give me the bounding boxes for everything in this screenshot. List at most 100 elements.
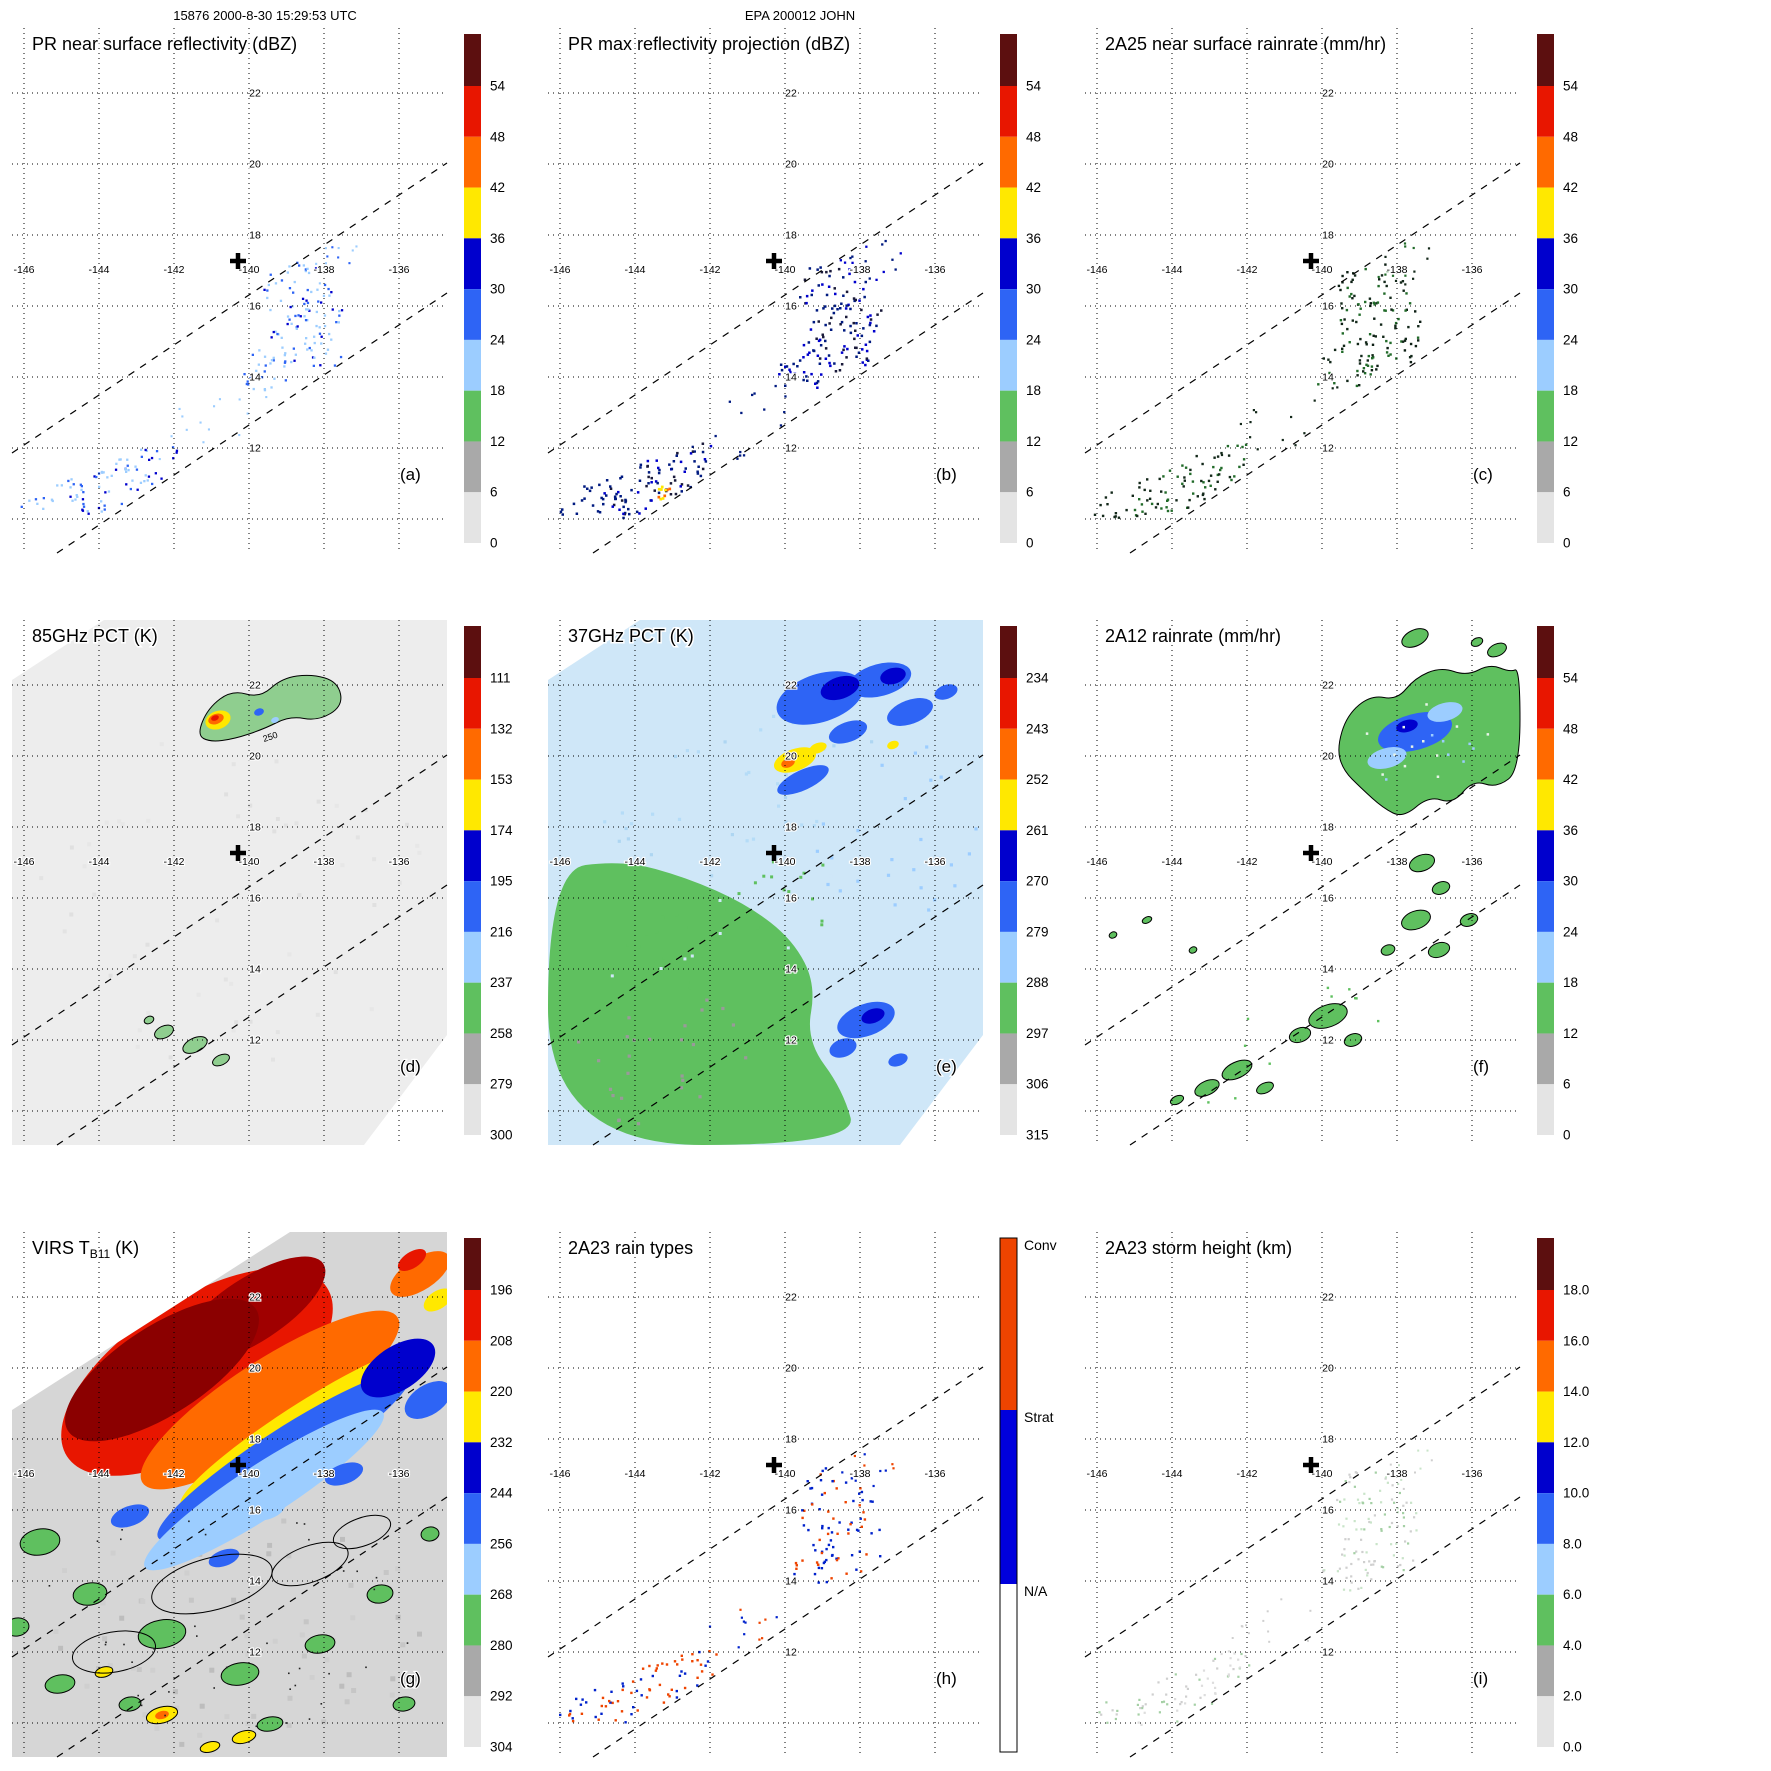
lon-label: -144 [624,856,645,868]
colorbar-segment [1537,339,1554,391]
lat-label: 18 [1322,822,1334,834]
colorbar: 111 132 153 174 195 216 237 258 279 300 [464,626,513,1143]
colorbar-segment [1000,390,1017,442]
colorbar-tick: 24 [1563,332,1579,347]
colorbar-segment [1000,779,1017,831]
data-speckle-cluster [657,485,672,501]
panel-letter: (c) [1473,465,1493,484]
data-patch [1401,628,1429,648]
colorbar-tick: 304 [490,1740,513,1755]
storm-center-cross-marker [1303,1457,1319,1473]
lon-label: -146 [1086,1468,1107,1480]
colorbar-segment [464,34,481,86]
lat-label: 20 [249,1363,261,1375]
lat-label: 22 [1322,88,1334,100]
colorbar-segment [464,1442,481,1494]
colorbar-tick: 0 [1563,1128,1571,1143]
swath-edge-line [547,1366,984,1658]
colorbar-tick: 288 [1026,975,1049,990]
clipped-data [548,662,978,1145]
colorbar-tick: 261 [1026,823,1049,838]
colorbar: 54 48 42 36 30 24 18 12 6 0 [1537,626,1579,1143]
lon-label: -138 [1386,264,1407,276]
colorbar: 54 48 42 36 30 24 18 12 6 0 [1000,34,1042,551]
data-patch [118,1696,142,1712]
data-speckle-cluster [1337,263,1422,372]
colorbar-segment [1000,492,1017,544]
colorbar-tick: 268 [490,1587,513,1602]
colorbar-tick: 234 [1026,671,1049,686]
colorbar-segment [1537,1135,1554,1141]
data-patch [199,1741,221,1753]
colorbar-segment [464,187,481,239]
lat-label: 14 [785,1576,797,1588]
panel-title: VIRS TB11 (K) [32,1238,139,1261]
colorbar-tick: 208 [490,1333,513,1348]
colorbar-tick: 6 [1026,485,1034,500]
colorbar-tick: 0 [1026,536,1034,551]
colorbar-segment [464,1391,481,1443]
lat-label: 18 [249,822,261,834]
panel-title: PR near surface reflectivity (dBZ) [32,34,297,54]
lat-label: 22 [249,1292,261,1304]
lat-label: 14 [785,372,797,384]
colorbar-segment [1537,626,1554,678]
data-patch [256,1716,284,1732]
lat-label: 16 [1322,301,1334,313]
lat-label: 20 [785,159,797,171]
data-patch [324,1462,364,1486]
lon-label: -142 [1236,856,1257,868]
colorbar-tick: 18 [490,383,505,398]
panel-d: 250 -146 -144 -142 -140 -138 -136 22 20 18 16 14 12 (… [11,620,513,1146]
data-speckle-cluster [799,266,883,373]
panel-c: -146 -144 -142 -140 -138 -136 22 20 18 16 14 12 (c) 2… [1084,28,1579,554]
colorbar-tick: 232 [490,1435,513,1450]
data-speckle-cluster [839,239,902,281]
map-area [20,245,358,515]
data-speckle-cluster [1365,703,1490,781]
lon-label: -144 [624,1468,645,1480]
storm-name-label: EPA 200012 JOHN [744,8,856,23]
data-patch [1141,916,1153,924]
colorbar-tick: 216 [490,924,513,939]
data-speckle-cluster [691,384,787,460]
panel-b: -146 -144 -142 -140 -138 -136 22 20 18 16 14 12 (b) P… [547,28,1042,554]
swath-edge-line [11,1366,448,1658]
colorbar-segment [1000,728,1017,780]
colorbar-segment [464,1084,481,1136]
data-speckle-cluster [1207,986,1380,1104]
lon-label: -138 [313,856,334,868]
graticule [1085,28,1520,553]
lat-label: 22 [1322,1292,1334,1304]
data-patch [71,1630,157,1674]
colorbar-segment [1000,339,1017,391]
data-speckle-cluster [1133,443,1248,518]
colorbar-segment [464,543,481,549]
lon-label: -144 [88,856,109,868]
panel-letter: (i) [1473,1669,1488,1688]
data-patch [1221,1059,1253,1081]
panel-letter: (d) [400,1057,421,1076]
colorbar: 18.0 16.0 14.0 12.0 10.0 8.0 6.0 4.0 2.0 0.0 [1537,1238,1589,1755]
data-patch [1487,642,1507,658]
data-patch [211,715,219,721]
colorbar-tick: 8.0 [1563,1536,1582,1551]
colorbar-tick: 6 [1563,485,1571,500]
data-patch [271,717,279,723]
map-area: 250 [12,620,447,1145]
colorbar-tick: 132 [490,721,513,736]
panel-g: -146 -144 -142 -140 -138 -136 22 20 18 16 14 12 (g) V… [11,1232,513,1758]
colorbar-segment [1000,678,1017,729]
colorbar-segment [1000,1584,1017,1752]
colorbar-segment [464,830,481,882]
colorbar-tick: 36 [1563,823,1578,838]
lon-label: -146 [13,1468,34,1480]
data-patch [137,1619,187,1649]
colorbar-segment [464,238,481,290]
colorbar-tick: 6 [490,485,498,500]
colorbar-segment [1537,1033,1554,1085]
colorbar-tick: 36 [1563,231,1578,246]
data-speckle-cluster [158,396,268,461]
lat-label: 22 [785,88,797,100]
lat-label: 18 [249,1434,261,1446]
